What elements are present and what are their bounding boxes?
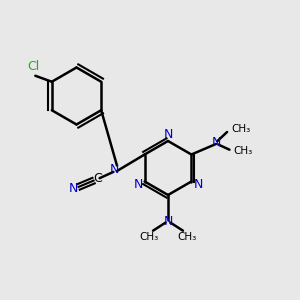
Text: N: N bbox=[133, 178, 143, 191]
Text: N: N bbox=[212, 136, 222, 149]
Text: N: N bbox=[68, 182, 78, 195]
Text: C: C bbox=[93, 172, 102, 185]
Text: N: N bbox=[109, 163, 119, 176]
Text: N: N bbox=[193, 178, 203, 191]
Text: N: N bbox=[163, 128, 173, 141]
Text: N: N bbox=[163, 214, 173, 228]
Text: CH₃: CH₃ bbox=[177, 232, 196, 242]
Text: CH₃: CH₃ bbox=[233, 146, 253, 156]
Text: CH₃: CH₃ bbox=[140, 232, 159, 242]
Text: CH₃: CH₃ bbox=[231, 124, 250, 134]
Text: Cl: Cl bbox=[27, 60, 39, 73]
